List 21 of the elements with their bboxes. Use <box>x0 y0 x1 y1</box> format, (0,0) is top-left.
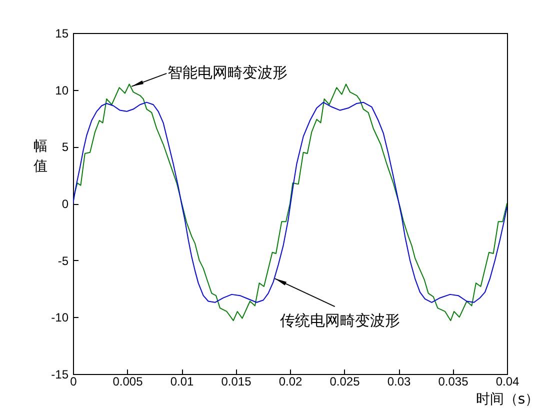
x-tick-label: 0.035 <box>438 374 469 388</box>
y-tick-label: 15 <box>55 26 69 40</box>
x-axis-title: 时间（s） <box>476 392 540 408</box>
x-tick-label: 0.025 <box>330 374 360 388</box>
y-tick-label: -5 <box>58 254 69 268</box>
y-tick-label: 5 <box>62 140 69 154</box>
line-series <box>73 102 507 303</box>
x-tick-label: 0.02 <box>278 374 302 388</box>
x-tick-label: 0.015 <box>221 374 252 388</box>
x-tick-label: 0.03 <box>387 374 411 388</box>
y-tick-label: -10 <box>51 310 69 325</box>
annotation: 智能电网畸变波形 <box>168 63 288 82</box>
y-tick-label: -15 <box>51 368 69 382</box>
x-tick-label: 0 <box>70 374 78 388</box>
x-tick-label: 0.005 <box>112 374 144 388</box>
x-tick-label: 0.01 <box>170 374 194 388</box>
annotation: 传统电网畸变波形 <box>280 312 400 330</box>
y-axis-title: 幅值 <box>34 138 48 174</box>
y-tick-label: 10 <box>55 83 69 98</box>
x-tick-label: 0.04 <box>496 374 520 388</box>
y-tick-label: 0 <box>62 197 69 211</box>
